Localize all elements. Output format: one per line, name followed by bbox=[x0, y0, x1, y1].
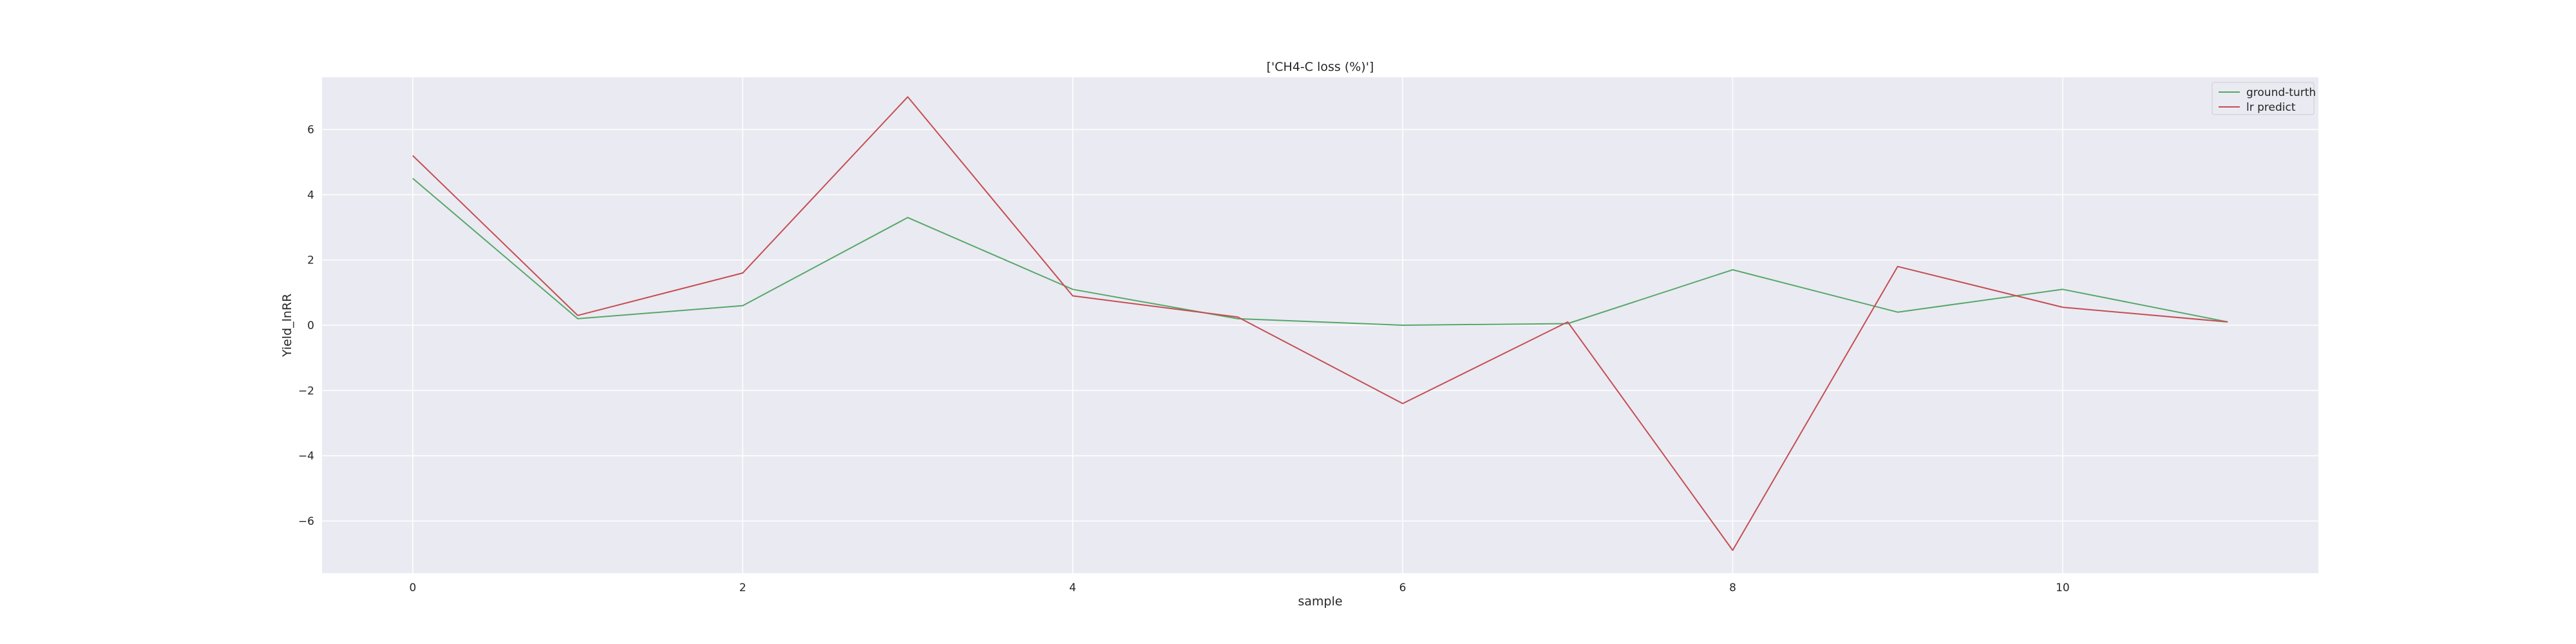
legend-label-ground-turth: ground-turth bbox=[2246, 86, 2316, 99]
legend-label-lr-predict: lr predict bbox=[2246, 101, 2296, 114]
series-layer bbox=[412, 96, 2228, 551]
x-tick-label: 8 bbox=[1729, 582, 1736, 594]
y-tick-label: 4 bbox=[307, 189, 314, 202]
grid-lines bbox=[322, 77, 2318, 573]
y-tick-label: −6 bbox=[298, 515, 314, 528]
y-tick-label: −2 bbox=[298, 384, 314, 397]
y-tick-label: −4 bbox=[298, 450, 314, 463]
x-tick-label: 2 bbox=[739, 582, 746, 594]
y-tick-label: 2 bbox=[307, 254, 314, 267]
chart-title: ['CH4-C loss (%)'] bbox=[1267, 60, 1374, 74]
x-tick-label: 10 bbox=[2056, 582, 2070, 594]
x-tick-label: 4 bbox=[1069, 582, 1076, 594]
y-tick-labels: −6 −4 −2 0 2 4 6 bbox=[298, 124, 314, 528]
legend: ground-turth lr predict bbox=[2211, 82, 2316, 115]
y-tick-label: 6 bbox=[307, 124, 314, 137]
x-tick-label: 6 bbox=[1399, 582, 1406, 594]
x-axis-label: sample bbox=[1298, 594, 1342, 609]
x-tick-label: 0 bbox=[409, 582, 416, 594]
series-line-ground-turth bbox=[412, 178, 2228, 326]
y-axis-label: Yield_lnRR bbox=[280, 294, 294, 357]
x-tick-labels: 0 2 4 6 8 10 bbox=[409, 582, 2069, 594]
y-tick-label: 0 bbox=[307, 319, 314, 332]
series-line-lr-predict bbox=[412, 96, 2228, 551]
